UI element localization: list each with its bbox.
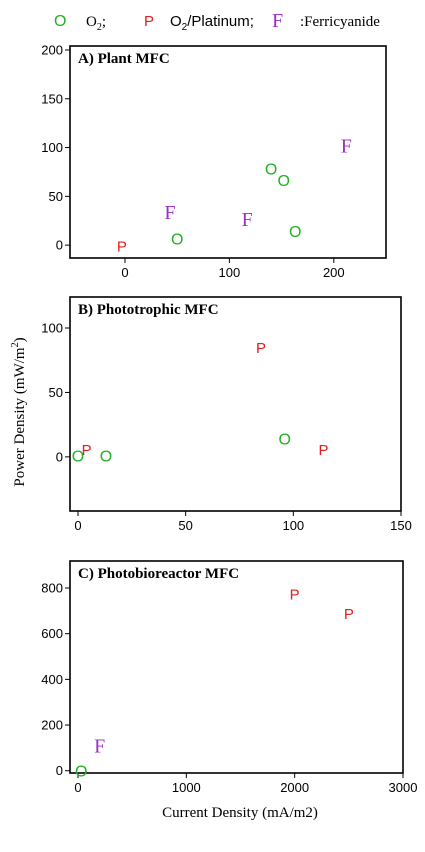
panel-title: C) Photobioreactor MFC — [78, 566, 239, 582]
y-tick-label: 200 — [41, 43, 63, 58]
legend: O O2; P O2/Platinum; F :Ferricyanide — [54, 10, 380, 33]
data-point-p: P — [256, 340, 266, 357]
y-tick-label: 800 — [41, 580, 63, 595]
data-point-o: O — [277, 173, 289, 190]
y-axis-title: Power Density (mW/m2) — [10, 337, 28, 486]
x-tick-label: 0 — [74, 780, 81, 795]
data-point-f: F — [242, 209, 253, 231]
plot-frame — [69, 45, 387, 259]
x-tick-label: 50 — [178, 518, 192, 533]
panel-c: C) Photobioreactor MFC 0 200 400 600 800 0 1000… — [41, 560, 418, 795]
data-point-o: O — [171, 232, 183, 249]
y-tick-label: 50 — [49, 385, 63, 400]
y-tick-label: 400 — [41, 672, 63, 687]
y-tick-label: 0 — [56, 763, 63, 778]
data-point-p: P — [117, 239, 127, 256]
plot-frame — [69, 296, 402, 512]
data-point-o: O — [278, 432, 290, 449]
legend-f-marker: F — [272, 10, 283, 32]
x-tick-label: 150 — [390, 518, 412, 533]
y-tick-label: 150 — [41, 91, 63, 106]
x-tick-label: 2000 — [280, 780, 309, 795]
data-point-p: P — [344, 606, 354, 623]
y-tick-label: 0 — [56, 449, 63, 464]
y-tick-label: 50 — [49, 189, 63, 204]
y-tick-label: 100 — [41, 321, 63, 336]
x-tick-label: 0 — [121, 265, 128, 280]
data-point-p: P — [82, 442, 92, 459]
legend-o-marker: O — [54, 13, 66, 30]
data-point-f: F — [164, 202, 175, 224]
x-tick-label: 100 — [282, 518, 304, 533]
data-point-p: P — [318, 442, 328, 459]
data-point-o: O — [75, 763, 87, 780]
legend-f-label: :Ferricyanide — [300, 14, 380, 30]
x-tick-label: 3000 — [389, 780, 418, 795]
x-tick-label: 100 — [219, 265, 241, 280]
y-tick-label: 600 — [41, 626, 63, 641]
x-axis-title: Current Density (mA/m2) — [162, 805, 318, 821]
plot-frame — [69, 560, 404, 774]
data-point-o: O — [289, 224, 301, 241]
y-tick-label: 100 — [41, 140, 63, 155]
data-point-p: P — [290, 586, 300, 603]
x-tick-label: 1000 — [172, 780, 201, 795]
x-tick-label: 0 — [74, 518, 81, 533]
legend-p-marker: P — [144, 13, 154, 30]
y-tick-label: 200 — [41, 718, 63, 733]
panel-title: B) Phototrophic MFC — [78, 302, 219, 318]
x-tick-label: 200 — [323, 265, 345, 280]
legend-p-label: O2/Platinum; — [170, 13, 254, 33]
data-point-f: F — [341, 136, 352, 158]
data-point-o: O — [72, 448, 84, 465]
y-tick-label: 0 — [56, 238, 63, 253]
data-point-o: O — [265, 162, 277, 179]
legend-o-label: O2; — [86, 14, 106, 33]
data-point-o: O — [100, 448, 112, 465]
panel-title: A) Plant MFC — [78, 51, 170, 67]
data-point-f: F — [94, 736, 105, 758]
